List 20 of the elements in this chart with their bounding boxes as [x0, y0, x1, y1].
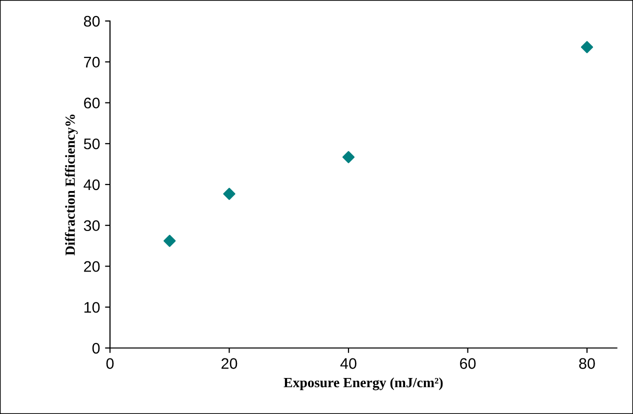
- y-tick-label: 60: [84, 98, 100, 108]
- point: [164, 234, 176, 247]
- y-tick-label: 30: [84, 220, 100, 232]
- y-tick-label: 80: [84, 16, 100, 27]
- x-tick-label: 60: [460, 358, 476, 369]
- y-tick-label: 20: [84, 261, 100, 272]
- y-tick-label: 70: [84, 56, 100, 68]
- y-tick-label: 0: [92, 342, 100, 354]
- x-axis-title: Exposure Energy (mJ/cm²): [284, 378, 443, 390]
- point: [580, 41, 594, 54]
- y-axis-title: Diffraction Efficiency%: [64, 114, 78, 256]
- x-tick-label: 80: [579, 358, 595, 369]
- x-tick-label: 40: [340, 358, 356, 369]
- y-tick-label: 10: [84, 302, 100, 313]
- point: [223, 188, 236, 200]
- x-tick-label: 20: [222, 358, 238, 369]
- y-tick-label: 50: [84, 138, 100, 150]
- y-tick-label: 40: [84, 179, 100, 190]
- x-tick-label: 0: [106, 358, 114, 369]
- point: [342, 151, 355, 164]
